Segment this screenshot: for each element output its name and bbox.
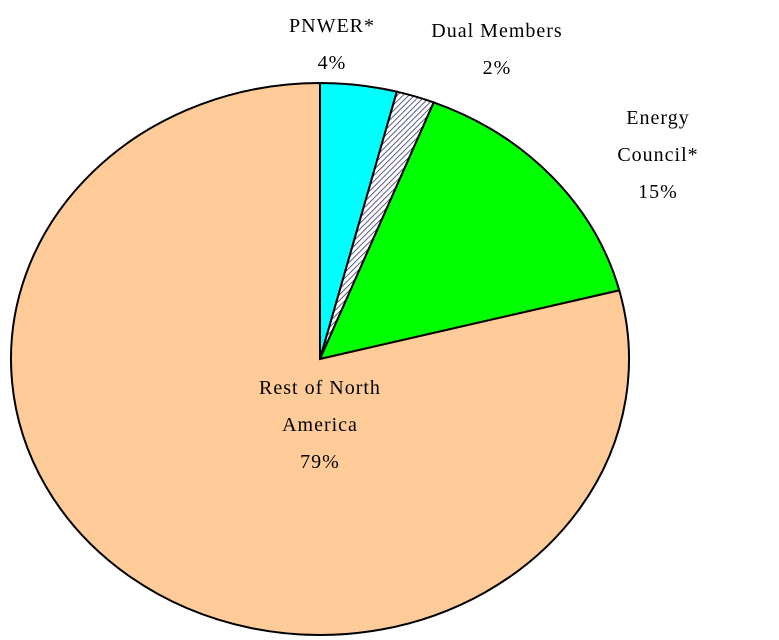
value-label: 4% [317,52,347,74]
category-label: Rest of North America [259,377,381,436]
value-label: 2% [482,57,512,79]
category-label: PNWER* [289,15,375,37]
value-label: 15% [638,181,678,203]
value-label: 79% [300,451,340,473]
category-label: Dual Members [431,20,563,42]
slice-label: Rest of North America 79% [220,370,420,481]
pie-slice [318,101,621,361]
slice-label: Dual Members 2% [431,13,562,87]
pie-slice [10,81,630,636]
slice-label: PNWER* 4% [289,8,375,82]
category-label: Energy Council* [617,107,699,166]
slice-label: Energy Council* 15% [598,100,719,211]
